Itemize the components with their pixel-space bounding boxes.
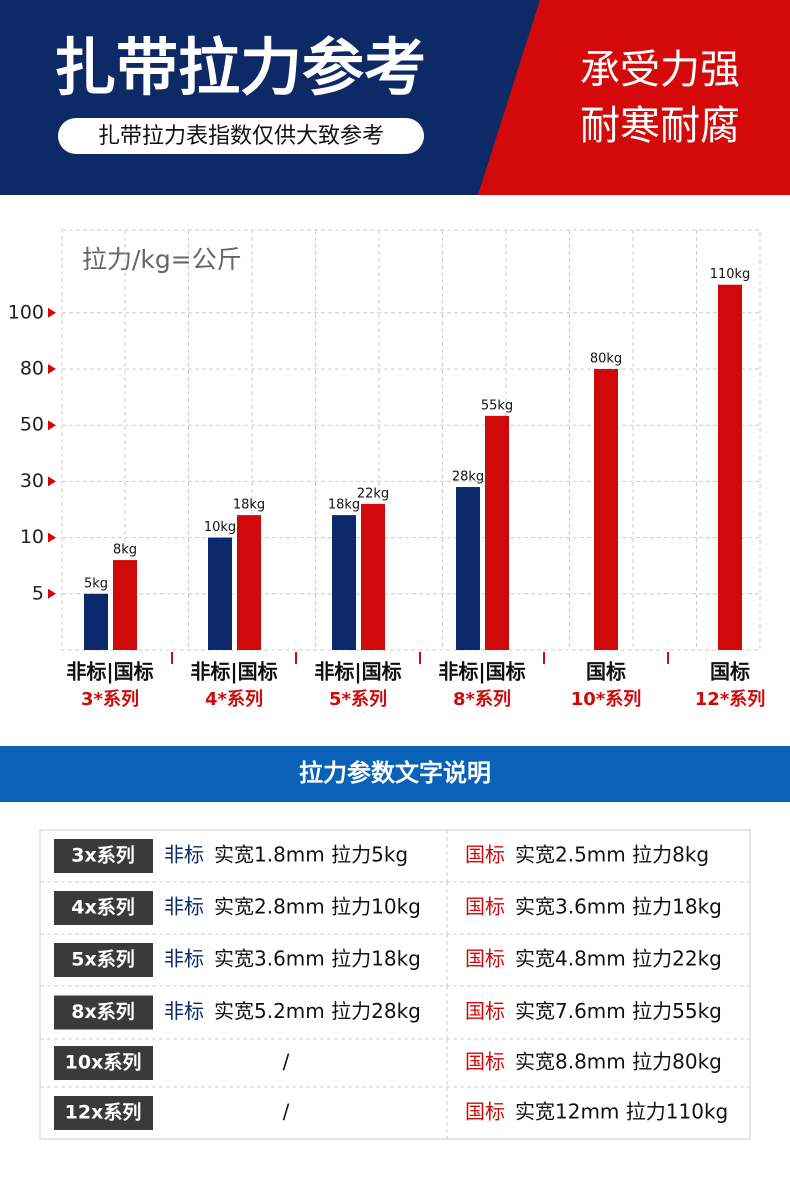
right-spec: 实宽3.6mm 拉力18kg — [515, 895, 722, 919]
series-badge — [54, 891, 153, 925]
bar — [361, 503, 385, 650]
table-frame — [39, 829, 751, 1140]
data-label: 8kg — [113, 543, 137, 558]
category-type: 非标|国标 — [66, 660, 153, 684]
header-accent — [478, 0, 790, 195]
bar — [237, 515, 261, 650]
left-spec: 实宽1.8mm 拉力5kg — [214, 843, 408, 867]
series-badge — [54, 839, 153, 873]
y-tick-label: 100 — [8, 301, 44, 323]
left-type: 非标 — [164, 843, 204, 867]
y-tick-label: 80 — [20, 358, 44, 380]
data-label: 10kg — [204, 520, 236, 535]
y-tick-mark — [48, 420, 56, 431]
data-label: 110kg — [710, 267, 751, 282]
bar — [332, 515, 356, 650]
chart: 5 10 30 50 80 100 非标|国标 3*系列 5kg 8kg 非标|国标 4*系列 10kg… — [8, 230, 765, 710]
right-type: 国标 — [465, 1050, 505, 1074]
series-label: 4x系列 — [71, 897, 134, 919]
left-type: 非标 — [164, 999, 204, 1023]
right-spec: 实宽8.8mm 拉力80kg — [515, 1050, 722, 1074]
header-subtitle: 扎带拉力表指数仅供大致参考 — [98, 124, 384, 149]
left-spec: 实宽3.6mm 拉力18kg — [214, 947, 421, 971]
series-badge — [54, 1096, 153, 1130]
series-badge — [54, 943, 153, 977]
section-title: 拉力参数文字说明 — [299, 759, 491, 787]
data-label: 18kg — [328, 498, 360, 513]
category-type: 非标|国标 — [190, 660, 277, 684]
section-banner — [0, 746, 790, 802]
x-tick-label: 4*系列 — [205, 689, 263, 710]
y-tick-mark — [48, 364, 56, 374]
tagline: 承受力强 — [580, 47, 740, 93]
y-tick-label: 50 — [20, 414, 44, 436]
category-type: 非标|国标 — [314, 660, 401, 684]
bar — [113, 560, 137, 650]
y-tick-mark — [48, 307, 56, 318]
series-label: 5x系列 — [71, 949, 134, 971]
y-tick-mark — [48, 588, 56, 599]
right-type: 国标 — [465, 947, 505, 971]
right-type: 国标 — [465, 999, 505, 1023]
bar — [594, 369, 618, 650]
category-type: 国标 — [586, 660, 626, 684]
plot-frame — [61, 229, 761, 651]
bar — [485, 415, 509, 650]
left-type: 非标 — [164, 895, 204, 919]
left-spec: 实宽2.8mm 拉力10kg — [214, 895, 421, 919]
data-label: 55kg — [481, 398, 513, 413]
right-spec: 实宽12mm 拉力110kg — [515, 1100, 728, 1124]
right-spec: 实宽2.5mm 拉力8kg — [515, 843, 709, 867]
x-tick-label: 8*系列 — [453, 689, 511, 710]
category-type: 非标|国标 — [438, 660, 525, 684]
x-tick-label: 5*系列 — [329, 689, 387, 710]
series-label: 8x系列 — [71, 1001, 134, 1023]
right-spec: 实宽7.6mm 拉力55kg — [515, 999, 722, 1023]
bar — [84, 593, 108, 650]
series-label: 12x系列 — [65, 1102, 142, 1124]
y-tick-label: 5 — [32, 582, 44, 604]
bar — [456, 487, 480, 650]
left-empty: / — [283, 1100, 290, 1124]
data-label: 80kg — [590, 352, 622, 367]
x-tick-label: 12*系列 — [695, 689, 765, 710]
x-tick-label: 3*系列 — [81, 689, 139, 710]
y-tick-mark — [48, 532, 56, 543]
left-spec: 实宽5.2mm 拉力28kg — [214, 999, 421, 1023]
left-empty: / — [283, 1050, 290, 1074]
bar — [208, 537, 232, 650]
header-title: 扎带拉力参考 — [54, 31, 426, 104]
series-label: 3x系列 — [71, 845, 134, 867]
right-spec: 实宽4.8mm 拉力22kg — [515, 947, 722, 971]
series-badge — [54, 1046, 153, 1080]
right-type: 国标 — [465, 1100, 505, 1124]
bar — [718, 284, 742, 650]
y-axis-label: 拉力/kg=公斤 — [82, 245, 242, 274]
series-label: 10x系列 — [65, 1052, 142, 1074]
y-tick-label: 10 — [20, 526, 44, 548]
x-tick-label: 10*系列 — [571, 689, 641, 710]
right-type: 国标 — [465, 843, 505, 867]
data-label: 22kg — [357, 486, 389, 501]
series-badge — [54, 995, 153, 1030]
category-type: 国标 — [710, 660, 750, 684]
tagline: 耐寒耐腐 — [580, 103, 740, 149]
data-label: 18kg — [233, 498, 265, 513]
data-label: 28kg — [452, 470, 484, 485]
left-type: 非标 — [164, 947, 204, 971]
y-tick-label: 30 — [20, 470, 44, 492]
y-tick-mark — [48, 476, 56, 487]
data-label: 5kg — [84, 576, 108, 591]
right-type: 国标 — [465, 895, 505, 919]
subtitle-pill — [58, 118, 424, 154]
